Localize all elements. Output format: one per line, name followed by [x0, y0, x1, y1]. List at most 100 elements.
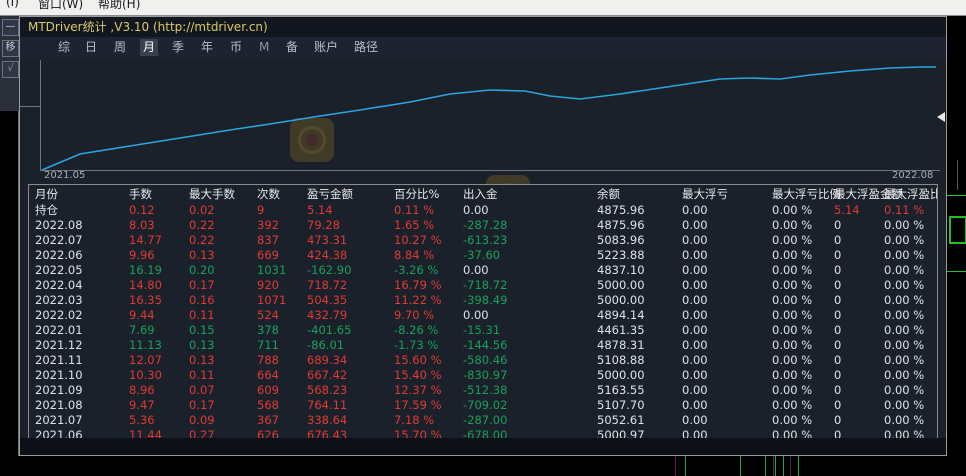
table-row-cell-9: 0.00 % [772, 233, 813, 247]
statistics-table-area: 月份 手数 最大手数 次数 盈亏金额 百分比% 出入金 余额 最大浮亏 最大浮亏比例 最大浮盈金额最… [20, 184, 946, 455]
table-row-cell-8: 0.00 [682, 308, 708, 322]
table-row-cell-4: 424.38 [307, 248, 348, 262]
table-row-cell-8: 0.00 [682, 368, 708, 382]
menu-item-help[interactable]: 帮助(H) [98, 0, 141, 11]
tab-8[interactable]: 备 [286, 40, 299, 54]
table-row[interactable]: 2022.02 9.44 0.11 524 432.79 9.70 % 0.00 4894.1… [29, 307, 937, 323]
table-row-cell-2: 0.13 [189, 338, 215, 352]
table-row-cell-7: 4875.96 [597, 218, 645, 232]
table-row-cell-11: 0.00 % [884, 323, 925, 337]
table-row-cell-8: 0.00 [682, 413, 708, 427]
minimize-icon[interactable]: — [2, 19, 19, 36]
tab-1[interactable]: 日 [85, 40, 98, 54]
table-row-cell-2: 0.17 [189, 398, 215, 412]
table-header[interactable]: 月份 手数 最大手数 次数 盈亏金额 百分比% 出入金 余额 最大浮亏 最大浮亏比例 最大浮盈金额最… [29, 186, 937, 202]
table-row-cell-11: 0.00 % [884, 398, 925, 412]
table-row-cell-11: 0.00 % [884, 413, 925, 427]
statistics-table[interactable]: 月份 手数 最大手数 次数 盈亏金额 百分比% 出入金 余额 最大浮亏 最大浮亏比例 最大浮盈金额最… [28, 184, 938, 446]
table-row[interactable]: 2021.09 8.96 0.07 609 568.23 12.37 % -512.38 51… [29, 382, 937, 398]
tab-5[interactable]: 年 [201, 40, 214, 54]
table-row-cell-8: 0.00 [682, 293, 708, 307]
table-row[interactable]: 2022.05 16.19 0.20 1031 -162.90 -3.26 % 0.00 48… [29, 262, 937, 278]
tab-4[interactable]: 季 [172, 40, 185, 54]
table-row-cell-3: 837 [257, 233, 279, 247]
table-row-cell-10: 0 [834, 338, 842, 352]
tab-2[interactable]: 周 [114, 40, 127, 54]
tab-7[interactable]: M [259, 40, 270, 54]
tab-9[interactable]: 账户 [313, 40, 338, 54]
table-row-cell-8: 0.00 [682, 233, 708, 247]
table-row-cell-7: 5000.00 [597, 368, 645, 382]
table-row-cell-9: 0.00 % [772, 413, 813, 427]
table-row-cell-4: 504.35 [307, 293, 348, 307]
table-row-cell-1: 7.69 [129, 323, 155, 337]
chart-y-tick [20, 106, 40, 107]
table-row[interactable]: 2022.08 8.03 0.22 392 79.28 1.65 % -287.28 4875… [29, 217, 937, 233]
move-icon[interactable]: 移 [2, 40, 19, 57]
table-row-cell-2: 0.07 [189, 383, 215, 397]
table-row[interactable]: 持仓 0.12 0.02 9 5.14 0.11 % 0.00 4875.96 0.00 0.00… [29, 202, 937, 218]
table-row-cell-4: 764.11 [307, 398, 348, 412]
table-row-cell-7: 5052.61 [597, 413, 645, 427]
table-row-cell-0: 2022.01 [35, 323, 83, 337]
table-row-cell-2: 0.09 [189, 413, 215, 427]
table-row-cell-11: 0.00 % [884, 308, 925, 322]
table-row[interactable]: 2022.04 14.80 0.17 920 718.72 16.79 % -718.72 5… [29, 277, 937, 293]
tab-3[interactable]: 月 [140, 39, 158, 56]
table-row-cell-6: -718.72 [463, 278, 508, 292]
table-row[interactable]: 2022.06 9.96 0.13 669 424.38 8.84 % -37.60 5223… [29, 247, 937, 263]
table-row-cell-5: 17.59 % [394, 398, 442, 412]
chart-line-path [41, 66, 936, 171]
table-row-cell-10: 0 [834, 293, 842, 307]
table-row[interactable]: 2022.03 16.35 0.16 1071 504.35 11.22 % -398.49… [29, 292, 937, 308]
terminal-indicator-line [775, 440, 776, 476]
table-row-cell-0: 2021.11 [35, 353, 83, 367]
table-row[interactable]: 2021.10 10.30 0.11 664 667.42 15.40 % -830.97 5… [29, 367, 937, 383]
table-row[interactable]: 2021.08 9.47 0.17 568 764.11 17.59 % -709.02 51… [29, 397, 937, 413]
table-row-cell-0: 2021.08 [35, 398, 83, 412]
table-header-cell-4: 盈亏金额 [307, 187, 353, 201]
table-row-cell-9: 0.00 % [772, 338, 813, 352]
table-row[interactable]: 2021.12 11.13 0.13 711 -86.01 -1.73 % -144.56 4… [29, 337, 937, 353]
table-row-cell-4: -86.01 [307, 338, 345, 352]
table-row[interactable]: 2022.01 7.69 0.15 378 -401.65 -8.26 % -15.31 44… [29, 322, 937, 338]
table-row-cell-6: -613.23 [463, 233, 508, 247]
table-row-cell-0: 2022.02 [35, 308, 83, 322]
check-icon[interactable]: √ [2, 61, 19, 78]
table-row[interactable]: 2022.07 14.77 0.22 837 473.31 10.27 % -613.23 5… [29, 232, 937, 248]
terminal-menubar[interactable]: (I) 窗口(W) 帮助(H) [0, 0, 966, 16]
window-bottom-bar [20, 438, 946, 455]
table-row-cell-9: 0.00 % [772, 263, 813, 277]
table-row-cell-2: 0.16 [189, 293, 215, 307]
table-row-cell-0: 2021.12 [35, 338, 83, 352]
table-row-cell-1: 12.07 [129, 353, 162, 367]
table-row-cell-9: 0.00 % [772, 293, 813, 307]
left-toolbar-tail [0, 111, 19, 476]
table-row[interactable]: 2021.07 5.36 0.09 367 338.64 7.18 % -287.00 505… [29, 412, 937, 428]
table-row[interactable]: 2021.11 12.07 0.13 788 689.34 15.60 % -580.46 5… [29, 352, 937, 368]
table-row-cell-11: 0.00 % [884, 338, 925, 352]
tab-0[interactable]: 综 [57, 40, 70, 54]
table-row-cell-4: 667.42 [307, 368, 348, 382]
menu-item-window[interactable]: 窗口(W) [38, 0, 84, 11]
table-row-cell-10: 0 [834, 413, 842, 427]
table-row-cell-6: -15.31 [463, 323, 501, 337]
table-header-cell-8: 最大浮亏 [682, 187, 728, 201]
table-row-cell-10: 0 [834, 383, 842, 397]
table-row-cell-3: 367 [257, 413, 279, 427]
table-row-cell-2: 0.22 [189, 233, 215, 247]
menu-item-0[interactable]: (I) [6, 0, 19, 9]
table-row-cell-0: 2021.09 [35, 383, 83, 397]
table-row-cell-10: 0 [834, 218, 842, 232]
table-row-cell-2: 0.15 [189, 323, 215, 337]
terminal-indicator-line [685, 440, 686, 476]
terminal-indicator-line [773, 445, 774, 476]
table-row-cell-3: 378 [257, 323, 279, 337]
table-row-cell-10: 0 [834, 323, 842, 337]
table-row-cell-0: 2022.05 [35, 263, 83, 277]
table-row-cell-10: 0 [834, 233, 842, 247]
tab-10[interactable]: 路径 [353, 40, 378, 54]
table-row-cell-10: 0 [834, 368, 842, 382]
tab-6[interactable]: 币 [230, 40, 243, 54]
table-row-cell-8: 0.00 [682, 338, 708, 352]
